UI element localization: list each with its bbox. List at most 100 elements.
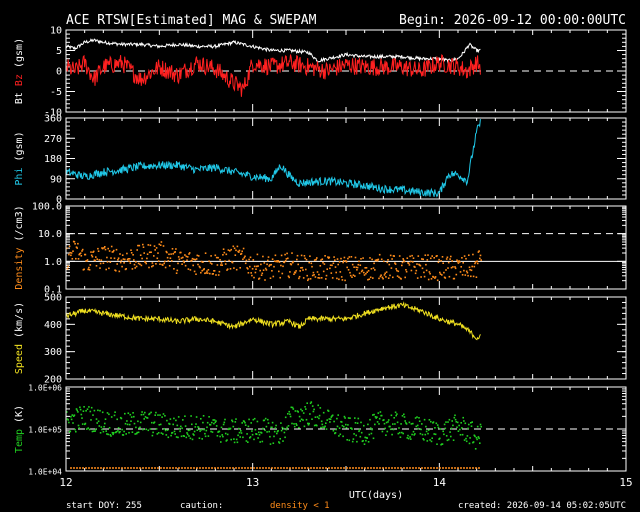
series-temp-point <box>68 421 70 424</box>
series-temp-point <box>304 406 306 408</box>
series-density-point <box>356 266 359 269</box>
series-density-point <box>456 259 458 261</box>
y-tick-label: 0.1 <box>44 285 62 296</box>
series-temp-point <box>163 428 165 430</box>
series-temp-point <box>369 427 372 429</box>
series-density-point <box>155 247 158 249</box>
series-density-point <box>170 253 172 255</box>
y-axis-label-part: Bz <box>14 68 25 86</box>
series-density-point <box>154 249 156 251</box>
series-temp-point <box>478 437 480 440</box>
series-temp-point <box>417 427 420 430</box>
series-density-point <box>449 258 451 260</box>
series-density-point <box>97 250 100 252</box>
series-temp-point <box>272 442 275 444</box>
series-temp-point <box>335 428 337 431</box>
series-temp-point <box>280 422 282 424</box>
series-temp-point <box>265 425 268 428</box>
series-density-point <box>126 252 128 255</box>
series-density-point <box>397 270 400 273</box>
series-temp-point <box>325 422 327 424</box>
series-temp-point <box>100 426 103 428</box>
y-tick-label: 10.0 <box>38 229 62 240</box>
series-temp-point <box>309 413 311 415</box>
series-density-point <box>434 276 437 278</box>
series-density-point <box>164 266 167 269</box>
series-temp-point <box>79 406 81 409</box>
series-density-point <box>110 257 112 259</box>
series-temp-point <box>177 436 179 439</box>
series-temp-point <box>311 405 314 407</box>
series-density-point <box>191 257 194 260</box>
series-density-point <box>135 265 138 268</box>
series-temp-point <box>331 414 334 417</box>
series-density-point <box>293 273 295 275</box>
series-density-point <box>298 275 301 278</box>
series-temp-point <box>184 415 186 417</box>
y-tick-label: 0 <box>56 67 62 78</box>
series-density-point <box>225 253 228 256</box>
series-temp-point <box>256 420 259 423</box>
series-density-point <box>372 277 374 279</box>
series-density-point <box>331 277 334 279</box>
series-temp-point <box>466 435 469 437</box>
series-density-point <box>220 264 222 266</box>
series-density-point <box>429 272 431 275</box>
series-temp-point <box>384 427 386 430</box>
series-temp-point <box>407 434 409 437</box>
series-temp-point <box>400 423 402 425</box>
series-temp-point <box>325 428 328 430</box>
series-temp-point <box>239 436 241 438</box>
series-temp-point <box>300 408 302 411</box>
series-density-point <box>95 265 98 267</box>
series-density-point <box>166 256 169 259</box>
series-temp-point <box>142 428 144 431</box>
series-density-point <box>278 261 281 263</box>
series-temp-point <box>193 434 195 436</box>
series-density-point <box>248 258 250 261</box>
series-temp-point <box>155 428 158 430</box>
series-density-point <box>274 254 277 257</box>
series-density-point <box>427 254 429 256</box>
series-density-point <box>421 258 423 260</box>
series-density-point <box>290 263 293 266</box>
series-density-point <box>344 279 346 282</box>
series-density-point <box>120 259 123 262</box>
series-temp-point <box>439 437 441 440</box>
series-temp-point <box>206 421 209 424</box>
series-density-point <box>422 258 424 261</box>
begin-time: Begin: 2026-09-12 00:00:00UTC <box>399 13 626 28</box>
series-temp-point <box>356 440 358 443</box>
series-temp-point <box>121 428 123 431</box>
series-temp-point <box>195 416 198 418</box>
series-density-point <box>351 263 354 266</box>
series-temp-point <box>435 422 438 425</box>
y-tick-label: 10 <box>50 26 62 37</box>
series-density-point <box>302 277 305 279</box>
series-density-point <box>239 267 241 269</box>
series-temp-point <box>164 415 166 417</box>
series-density-point <box>296 258 298 261</box>
series-temp-point <box>269 443 272 445</box>
series-temp-point <box>444 427 447 430</box>
series-density-point <box>146 253 149 255</box>
series-temp-point <box>385 434 387 436</box>
series-density-point <box>226 269 228 271</box>
series-temp-point <box>360 421 362 424</box>
series-density-point <box>70 254 72 257</box>
series-density-point <box>338 278 340 281</box>
series-temp-point <box>344 417 346 419</box>
series-density-point <box>431 255 433 257</box>
series-density-point <box>474 261 477 263</box>
series-density-point <box>316 257 318 259</box>
series-temp-point <box>401 431 403 434</box>
series-density-point <box>90 251 92 253</box>
series-temp-point <box>302 412 305 414</box>
series-density-point <box>455 273 458 276</box>
series-density-point <box>315 258 317 261</box>
series-temp-point <box>67 419 69 421</box>
series-temp-point <box>477 436 480 438</box>
series-density-point <box>130 249 132 251</box>
series-temp-point <box>278 441 280 443</box>
y-axis-label: Bt Bz (gsm) <box>14 38 25 104</box>
